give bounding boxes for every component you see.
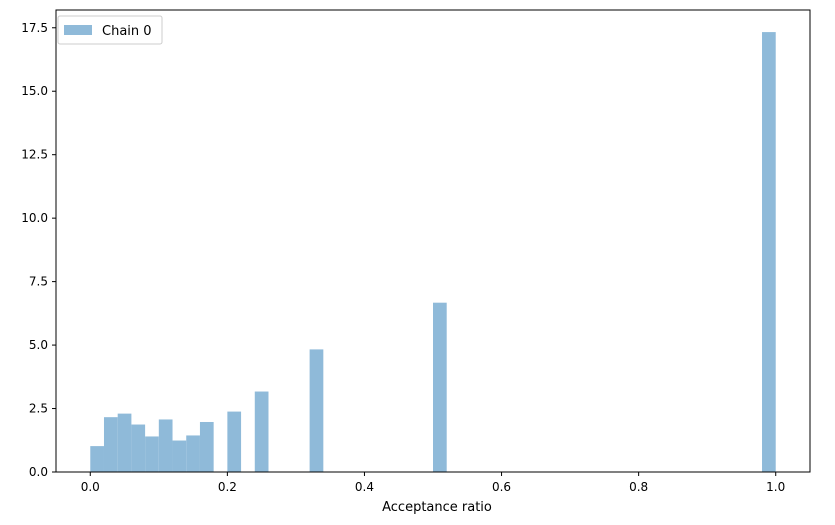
x-axis-label: Acceptance ratio [382, 500, 492, 515]
legend-label: Chain 0 [102, 24, 152, 39]
y-axis: 0.0 2.5 5.0 7.5 10.0 12.5 15.0 17.5 [21, 21, 56, 479]
x-tick-label: 0.8 [629, 480, 648, 494]
histogram-bar [254, 391, 269, 472]
y-tick-label: 7.5 [29, 275, 48, 289]
histogram-bar [199, 421, 214, 472]
x-tick-label: 0.2 [218, 480, 237, 494]
legend: Chain 0 [57, 15, 163, 45]
histogram-bar [186, 435, 200, 472]
histogram-bar [117, 413, 132, 472]
x-tick-label: 0.4 [355, 480, 374, 494]
x-axis: 0.0 0.2 0.4 0.6 0.8 1.0 [81, 472, 785, 494]
histogram-bar [90, 446, 104, 472]
histogram-bar [309, 349, 324, 472]
bars-layer [90, 32, 776, 472]
histogram-bar [433, 302, 447, 472]
histogram-bar [158, 419, 173, 472]
histogram-bar [103, 417, 118, 472]
histogram-bar [227, 411, 242, 472]
x-tick-label: 0.0 [81, 480, 100, 494]
x-tick-label: 1.0 [766, 480, 785, 494]
y-tick-label: 15.0 [21, 84, 48, 98]
y-tick-label: 2.5 [29, 402, 48, 416]
histogram-bar [131, 424, 146, 472]
histogram-bar [172, 440, 187, 472]
histogram-bar [762, 32, 776, 472]
histogram-bar [145, 436, 159, 472]
y-tick-label: 12.5 [21, 148, 48, 162]
y-tick-label: 10.0 [21, 211, 48, 225]
y-tick-label: 5.0 [29, 338, 48, 352]
legend-swatch [64, 25, 92, 35]
legend-box [57, 15, 163, 45]
plot-area-frame [55, 9, 811, 473]
y-tick-label: 17.5 [21, 21, 48, 35]
x-tick-label: 0.6 [492, 480, 511, 494]
y-tick-label: 0.0 [29, 465, 48, 479]
